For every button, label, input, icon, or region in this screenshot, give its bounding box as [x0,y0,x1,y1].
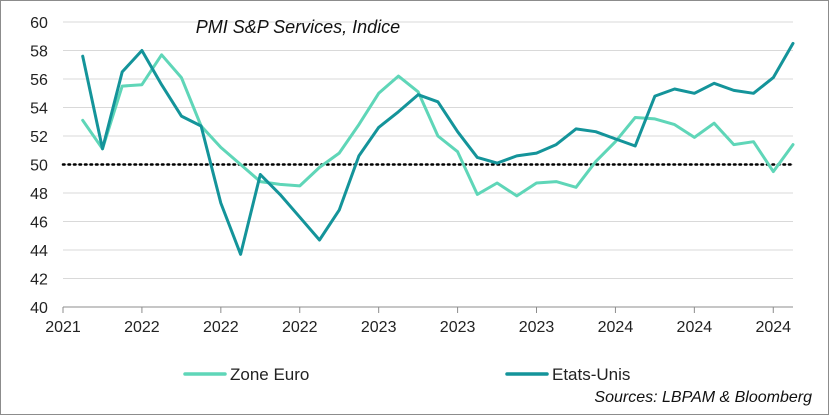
x-tick-label: 2023 [519,319,555,336]
x-tick-label: 2024 [677,319,713,336]
y-tick-label: 46 [30,215,48,232]
x-tick-label: 2022 [124,319,160,336]
y-tick-label: 60 [30,15,48,32]
x-tick-label: 2021 [45,319,81,336]
legend-label-etats-unis: Etats-Unis [552,365,630,384]
gridlines [63,21,793,279]
x-tick-label: 2024 [755,319,791,336]
y-tick-label: 48 [30,186,48,203]
y-tick-label: 42 [30,272,48,289]
x-tick-label: 2023 [440,319,476,336]
series-line-zone-euro [81,53,795,198]
x-tick-label: 2024 [598,319,634,336]
y-tick-label: 40 [30,300,48,317]
y-axis: 40 42 44 46 48 50 52 54 56 58 60 [30,15,48,317]
y-tick-label: 44 [30,243,48,260]
legend-label-zone-euro: Zone Euro [230,365,309,384]
y-tick-label: 56 [30,72,48,89]
y-tick-label: 54 [30,101,48,118]
x-tick-label: 2022 [282,319,318,336]
y-tick-label: 52 [30,129,48,146]
x-tick-label: 2023 [361,319,397,336]
x-axis: 2021 2022 2022 2022 2023 2023 2023 2024 2024 2024 [45,306,793,336]
series-line-etats-unis [81,41,795,256]
y-tick-label: 50 [30,158,48,175]
chart-title: PMI S&P Services, Indice [196,17,400,37]
x-tick-label: 2022 [203,319,239,336]
source-note: Sources: LBPAM & Bloomberg [594,389,812,406]
legend: Zone Euro Etats-Unis [183,365,630,384]
series-lines [81,41,795,256]
y-tick-label: 58 [30,44,48,61]
